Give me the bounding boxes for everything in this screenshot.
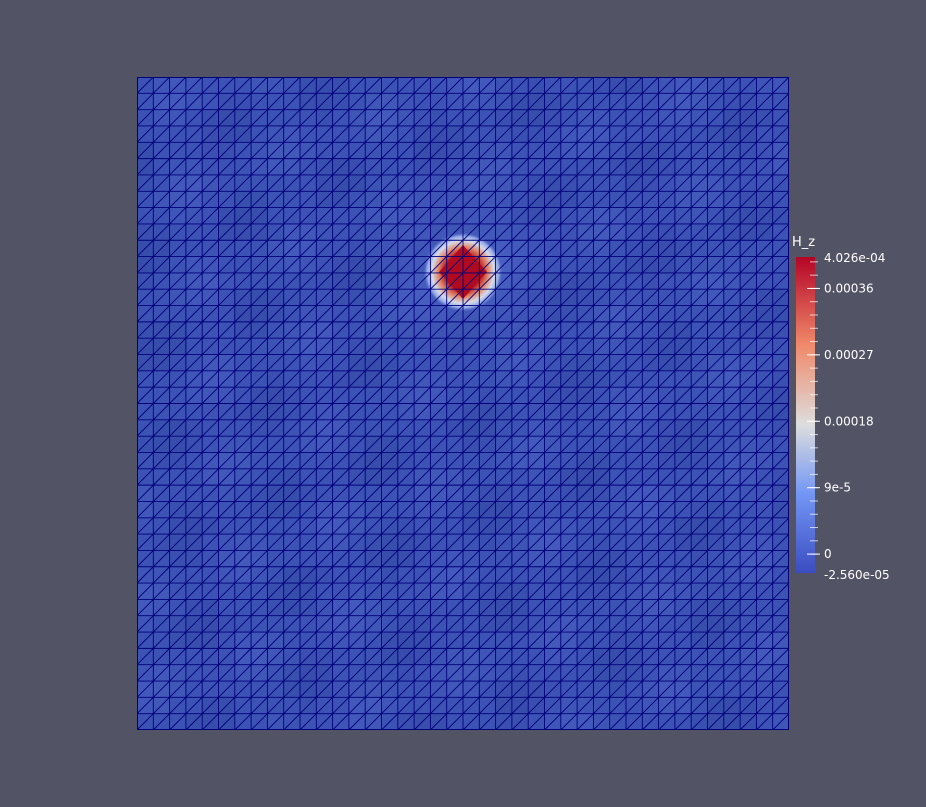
colorbar-min-label: -2.560e-05 [824, 568, 890, 582]
colorbar-tick-label: 0.00036 [824, 281, 874, 295]
colorbar-tick-label: 0.00027 [824, 348, 874, 362]
colorbar-gradient-bar [796, 257, 815, 573]
colorbar-legend: H_z 4.026e-04 -2.560e-05 0.000360.000270… [792, 235, 890, 582]
colorbar-minor-ticks [810, 261, 818, 555]
colorbar-tick-label: 0.00018 [824, 414, 874, 428]
colorbar-tick-label: 9e-5 [824, 481, 851, 495]
mesh-plot[interactable] [137, 77, 789, 730]
colorbar-title: H_z [792, 235, 815, 250]
mesh-border [137, 77, 789, 730]
mesh-edges [137, 77, 789, 730]
colorbar-tick-label: 0 [824, 547, 832, 561]
colorbar-max-label: 4.026e-04 [824, 251, 885, 265]
colorbar-ticks: 0.00036 0.00027 0.00018 9e-5 0 [807, 281, 874, 561]
mesh-wireframe [137, 77, 789, 730]
